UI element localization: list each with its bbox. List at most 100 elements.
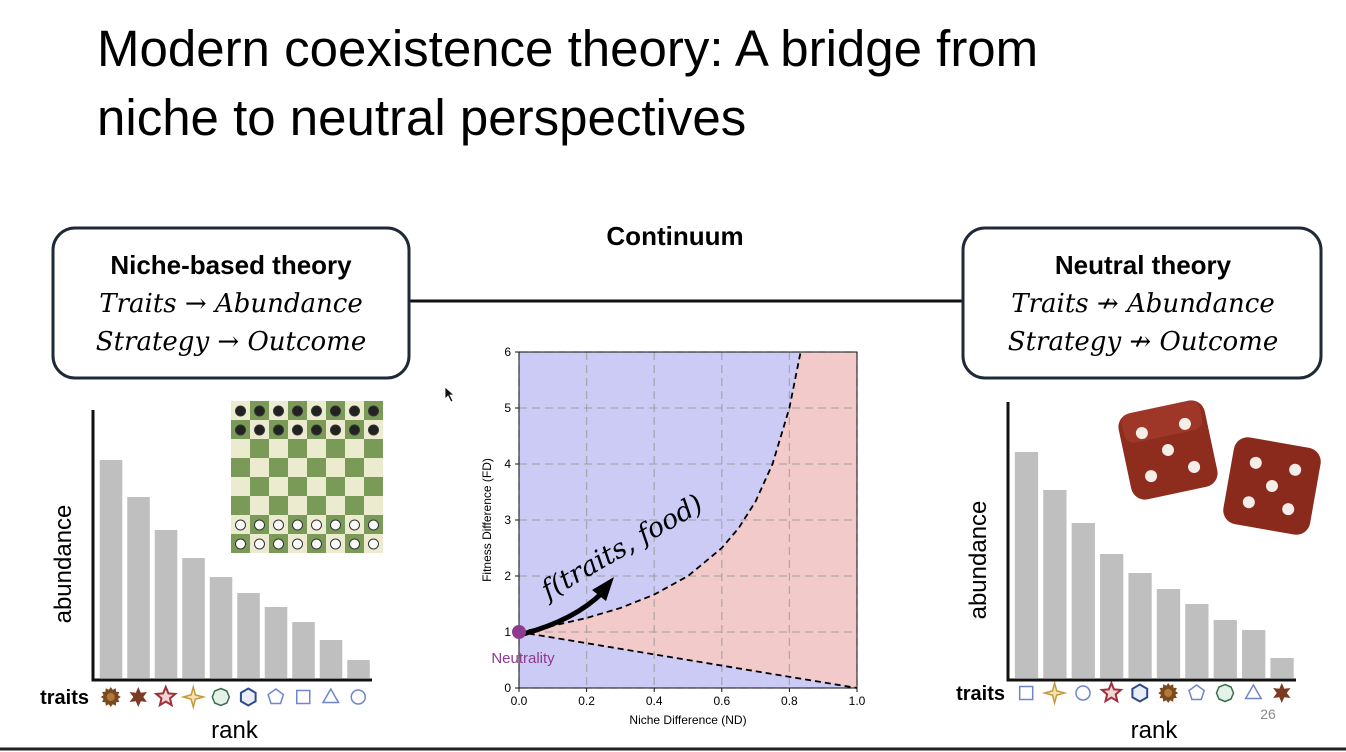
chess-piece	[273, 424, 284, 436]
bar	[1270, 658, 1294, 678]
arrow	[522, 590, 605, 637]
y-tick-label: 5	[504, 401, 511, 415]
y-tick-label: 4	[504, 457, 511, 471]
chess-piece	[368, 405, 379, 417]
trait-icon	[321, 687, 340, 704]
chess-piece	[254, 424, 265, 436]
bar	[99, 460, 123, 678]
neutrality-point	[512, 625, 526, 639]
slide-title: niche to neutral perspectives	[97, 89, 746, 146]
x-tick-label: 0.6	[713, 694, 730, 708]
bar	[237, 593, 260, 678]
x-tick-label: 0.2	[578, 694, 595, 708]
chess-square	[307, 439, 326, 458]
bar	[292, 622, 315, 678]
chess-square	[250, 496, 269, 515]
bar	[1185, 604, 1209, 678]
trait-icon	[1244, 683, 1263, 700]
chess-piece	[254, 538, 265, 550]
bar	[1071, 523, 1095, 678]
trait-icon	[106, 693, 115, 701]
pip	[1145, 470, 1158, 483]
chess-square	[288, 458, 307, 477]
chess-piece	[349, 405, 360, 417]
traits-label: traits	[40, 687, 89, 709]
chess-piece	[368, 519, 379, 531]
chess-square	[231, 439, 250, 458]
chess-piece	[368, 538, 379, 550]
chess-square	[288, 439, 307, 458]
box-heading: Neutral theory	[1055, 250, 1232, 280]
plot-frame	[518, 351, 858, 689]
chess-piece	[273, 519, 284, 531]
chess-piece	[273, 405, 284, 417]
bar	[1100, 554, 1124, 678]
chess-square	[269, 439, 288, 458]
trait-icon	[1273, 683, 1291, 703]
bar	[1213, 620, 1237, 678]
bar	[1156, 589, 1181, 678]
chess-square	[250, 477, 269, 496]
trait-icon	[1188, 684, 1206, 701]
chess-piece	[330, 538, 341, 550]
axis-line	[91, 410, 372, 682]
x-axis-label: Niche Difference (ND)	[629, 713, 746, 727]
bar	[154, 530, 178, 678]
dice	[1118, 400, 1321, 535]
bar	[1014, 452, 1039, 678]
y-tick-label: 2	[504, 569, 511, 583]
arrowhead	[592, 577, 614, 601]
trait-icon	[1041, 680, 1068, 706]
chess-piece	[368, 424, 379, 436]
neutral-box	[961, 226, 1323, 380]
bar	[347, 660, 370, 678]
y-tick-label: 6	[504, 345, 511, 359]
curve	[518, 351, 802, 633]
chess-square	[231, 496, 250, 515]
chess-piece	[235, 519, 246, 531]
bar	[319, 640, 343, 678]
chess-square	[345, 496, 364, 515]
box-heading: Niche-based theory	[110, 250, 352, 280]
point-label: Neutrality	[491, 650, 555, 667]
pip	[1135, 427, 1148, 440]
chess-square	[364, 439, 383, 458]
chess-piece	[292, 519, 303, 531]
bar	[1128, 573, 1152, 678]
chess-square	[345, 439, 364, 458]
chess-piece	[235, 424, 246, 436]
chess-piece	[349, 519, 360, 531]
trait-icon	[1164, 689, 1173, 697]
pip	[1289, 463, 1302, 476]
chess-piece	[254, 519, 265, 531]
continuum-label: Continuum	[606, 221, 743, 251]
trait-icon	[180, 684, 207, 710]
x-tick-label: 0.8	[781, 694, 798, 708]
bar	[1043, 490, 1067, 678]
slide-title: Modern coexistence theory: A bridge from	[97, 20, 1038, 77]
x-tick-label: 0.0	[511, 694, 528, 708]
chess-piece	[311, 519, 322, 531]
axis-line	[1006, 402, 1296, 682]
trait-icon	[350, 689, 366, 705]
trait-icon	[296, 689, 311, 705]
page-number: 26	[1260, 706, 1276, 722]
bar	[1242, 630, 1266, 678]
trait-icon	[1131, 683, 1149, 703]
y-tick-label: 3	[504, 513, 511, 527]
box-line: Strategy → Outcome	[96, 327, 366, 357]
chess-square	[326, 439, 345, 458]
chess-square	[307, 496, 326, 515]
chess-piece	[292, 424, 303, 436]
pip	[1178, 417, 1191, 430]
trait-icon	[239, 687, 257, 707]
pip	[1249, 456, 1262, 469]
trait-icon	[153, 684, 178, 708]
x-tick-label: 0.4	[646, 694, 663, 708]
chess-piece	[349, 424, 360, 436]
traits-label: traits	[956, 683, 1005, 705]
box-line: Traits ↛ Abundance	[1011, 289, 1274, 319]
trait-icon	[1075, 685, 1091, 701]
chess-piece	[330, 405, 341, 417]
y-tick-label: 1	[504, 625, 511, 639]
